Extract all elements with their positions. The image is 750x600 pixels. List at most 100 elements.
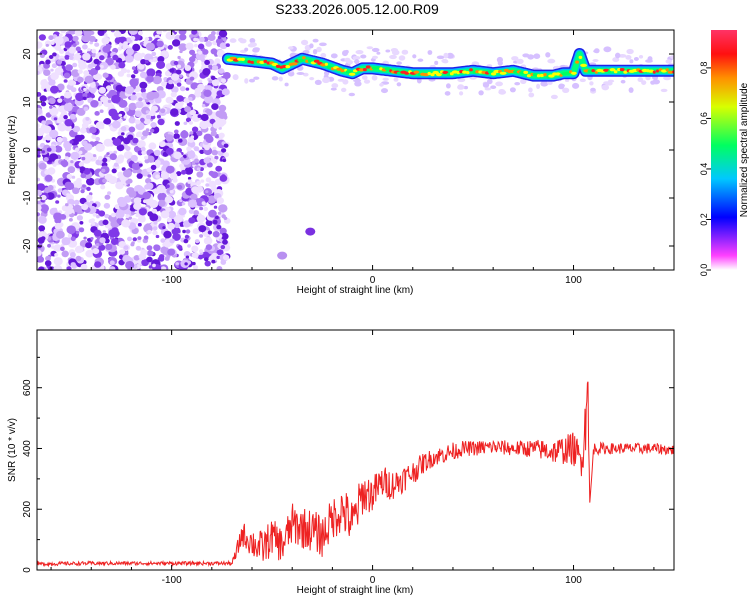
noise-point bbox=[177, 245, 183, 250]
noise-point bbox=[220, 78, 227, 84]
noise-point bbox=[222, 254, 230, 261]
halo-point bbox=[625, 55, 632, 60]
halo-point bbox=[244, 78, 249, 84]
noise-point bbox=[207, 64, 213, 70]
noise-point bbox=[59, 105, 64, 110]
halo-point bbox=[354, 59, 360, 65]
noise-point bbox=[161, 170, 166, 175]
noise-point bbox=[53, 257, 63, 266]
noise-point bbox=[211, 259, 216, 264]
halo-point bbox=[572, 82, 580, 89]
noise-point bbox=[212, 65, 219, 71]
noise-point bbox=[38, 215, 47, 224]
noise-point bbox=[201, 201, 206, 206]
noise-point bbox=[37, 204, 42, 211]
noise-point bbox=[118, 61, 126, 69]
noise-point bbox=[103, 98, 113, 108]
noise-point bbox=[218, 30, 228, 38]
noise-point bbox=[86, 194, 93, 201]
trace-hotspot bbox=[543, 73, 547, 77]
noise-point bbox=[199, 206, 204, 211]
noise-point bbox=[65, 152, 71, 158]
noise-point bbox=[199, 120, 209, 130]
noise-point bbox=[60, 246, 65, 251]
halo-point bbox=[645, 59, 653, 63]
halo-point bbox=[314, 79, 322, 85]
noise-point bbox=[139, 81, 148, 89]
noise-point bbox=[187, 151, 196, 159]
noise-point bbox=[111, 94, 121, 104]
noise-point bbox=[71, 175, 76, 179]
noise-point bbox=[152, 226, 158, 231]
noise-point bbox=[131, 66, 137, 70]
noise-point bbox=[77, 76, 84, 83]
noise-point bbox=[133, 254, 140, 261]
x-tick-label: 100 bbox=[565, 275, 582, 286]
noise-point bbox=[199, 249, 204, 253]
noise-point bbox=[133, 69, 139, 75]
noise-point bbox=[160, 266, 167, 270]
halo-point bbox=[371, 75, 378, 81]
noise-point bbox=[70, 236, 76, 242]
noise-point bbox=[140, 146, 146, 152]
noise-point bbox=[63, 72, 71, 79]
noise-point bbox=[137, 124, 142, 128]
noise-point bbox=[154, 159, 161, 166]
noise-point bbox=[80, 100, 84, 104]
trace-hotspot bbox=[532, 73, 539, 77]
noise-point bbox=[48, 35, 54, 41]
noise-point bbox=[212, 40, 218, 46]
halo-point bbox=[533, 53, 541, 59]
halo-point bbox=[330, 87, 337, 91]
noise-point bbox=[199, 36, 205, 43]
noise-point bbox=[135, 132, 141, 138]
noise-point bbox=[121, 132, 125, 136]
halo-point bbox=[353, 79, 362, 83]
noise-point bbox=[40, 63, 45, 68]
noise-point bbox=[95, 143, 105, 152]
noise-point bbox=[191, 30, 198, 35]
noise-point bbox=[149, 99, 154, 104]
noise-point bbox=[52, 52, 57, 57]
halo-point bbox=[463, 85, 468, 90]
halo-point bbox=[371, 47, 380, 53]
trace-hotspot bbox=[607, 70, 611, 74]
noise-point bbox=[169, 189, 174, 194]
noise-point bbox=[37, 147, 42, 155]
halo-point bbox=[618, 54, 627, 58]
noise-point bbox=[203, 206, 208, 212]
halo-point bbox=[487, 78, 493, 85]
noise-point bbox=[219, 227, 227, 235]
noise-point bbox=[56, 59, 63, 65]
noise-point bbox=[170, 73, 180, 81]
noise-point bbox=[200, 57, 206, 63]
noise-point bbox=[188, 96, 193, 101]
noise-point bbox=[210, 171, 217, 178]
noise-point bbox=[73, 204, 82, 213]
noise-point bbox=[145, 178, 152, 184]
halo-point bbox=[482, 82, 490, 88]
noise-point bbox=[189, 131, 194, 135]
noise-point bbox=[41, 101, 47, 107]
noise-point bbox=[61, 250, 69, 258]
noise-point bbox=[188, 209, 194, 215]
noise-point bbox=[119, 249, 126, 255]
noise-point bbox=[223, 152, 229, 158]
halo-point bbox=[341, 87, 347, 93]
halo-point bbox=[443, 52, 449, 59]
noise-point bbox=[83, 106, 89, 112]
halo-point bbox=[398, 55, 406, 61]
noise-point bbox=[88, 219, 94, 224]
trace-hotspot bbox=[362, 68, 367, 72]
noise-point bbox=[137, 222, 142, 227]
halo-point bbox=[249, 38, 256, 44]
noise-point bbox=[217, 211, 222, 215]
halo-point bbox=[379, 82, 384, 87]
halo-point bbox=[362, 75, 368, 80]
noise-point bbox=[200, 179, 205, 183]
noise-point bbox=[63, 115, 68, 120]
noise-point bbox=[79, 166, 86, 172]
noise-point bbox=[130, 74, 136, 79]
x-tick-label: -100 bbox=[162, 575, 182, 586]
noise-point bbox=[111, 212, 116, 218]
